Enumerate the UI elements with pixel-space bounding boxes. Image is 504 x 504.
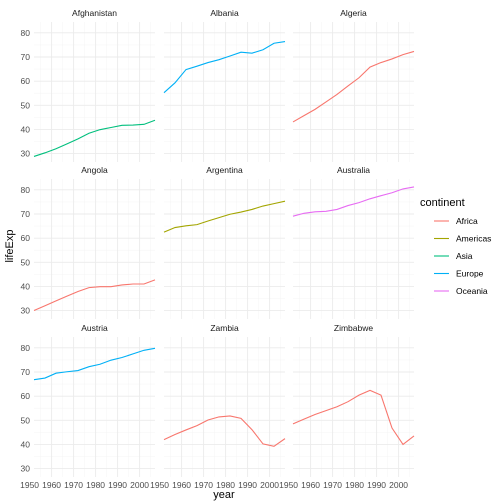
legend-entries: Africa Americas Asia Europe Oceania [434, 216, 491, 296]
panel-zambia: Zambia [163, 323, 286, 477]
series-line-angola [33, 279, 156, 312]
legend-entry-africa: Africa [434, 216, 478, 226]
panel-zimbabwe: Zimbabwe [292, 323, 415, 477]
facet-strip-label: Austria [81, 323, 108, 333]
panel-albania: Albania [163, 8, 286, 162]
legend-label: Oceania [456, 286, 488, 296]
panel-afghanistan: Afghanistan [33, 8, 156, 162]
facet-strip-label: Zimbabwe [334, 323, 373, 333]
x-tick-label: 1980 [345, 480, 364, 490]
y-tick-label: 60 [21, 391, 31, 401]
y-tick-label: 70 [21, 367, 31, 377]
x-tick-label: 1960 [301, 480, 320, 490]
series-line-zambia [163, 415, 286, 447]
x-tick-label: 1970 [323, 480, 342, 490]
x-tick-label: 1950 [279, 480, 298, 490]
legend-entry-asia: Asia [434, 251, 473, 261]
x-tick-label: 1960 [172, 480, 191, 490]
y-tick-label: 40 [21, 124, 31, 134]
legend-label: Africa [456, 216, 478, 226]
panel-austria: Austria [33, 323, 156, 477]
legend-label: Americas [456, 234, 491, 244]
legend-label: Europe [456, 269, 484, 279]
x-tick-label: 1990 [238, 480, 257, 490]
y-tick-label: 70 [21, 52, 31, 62]
facet-strip-label: Albania [210, 8, 239, 18]
series-line-argentina [163, 200, 286, 233]
y-tick-label: 80 [21, 28, 31, 38]
x-axis-title: year [213, 489, 235, 501]
panel-angola: Angola [33, 165, 156, 319]
facet-strip-label: Australia [337, 165, 370, 175]
facet-strip-label: Afghanistan [72, 8, 117, 18]
x-tick-label: 1980 [86, 480, 105, 490]
x-tick-label: 1950 [20, 480, 39, 490]
facet-strip-label: Algeria [340, 8, 367, 18]
legend-title: continent [420, 197, 465, 209]
x-tick-label: 2000 [389, 480, 408, 490]
legend: continent Africa Americas Asia Europe Oceani… [420, 197, 491, 296]
y-tick-label: 50 [21, 100, 31, 110]
y-tick-label: 60 [21, 233, 31, 243]
x-tick-label: 2000 [260, 480, 279, 490]
series-line-albania [163, 41, 286, 94]
y-tick-label: 50 [21, 415, 31, 425]
series-line-australia [292, 186, 415, 217]
series-line-zimbabwe [292, 389, 415, 446]
x-tick-label: 1950 [150, 480, 169, 490]
legend-entry-americas: Americas [434, 234, 491, 244]
x-tick-label: 1980 [216, 480, 235, 490]
y-tick-label: 40 [21, 439, 31, 449]
x-tick-label: 2000 [130, 480, 149, 490]
facet-strip-label: Zambia [210, 323, 239, 333]
facet-strip-label: Angola [81, 165, 108, 175]
y-tick-label: 80 [21, 343, 31, 353]
x-tick-label: 1960 [42, 480, 61, 490]
y-tick-label: 40 [21, 281, 31, 291]
panel-algeria: Algeria [292, 8, 415, 162]
legend-entry-europe: Europe [434, 269, 484, 279]
y-tick-label: 80 [21, 185, 31, 195]
y-tick-label: 30 [21, 306, 31, 316]
series-line-afghanistan [33, 119, 156, 157]
x-tick-label: 1970 [64, 480, 83, 490]
panel-australia: Australia [292, 165, 415, 319]
y-tick-label: 50 [21, 257, 31, 267]
legend-label: Asia [456, 251, 473, 261]
y-tick-label: 60 [21, 76, 31, 86]
series-line-algeria [292, 50, 415, 123]
y-tick-label: 30 [21, 149, 31, 159]
series-line-austria [33, 347, 156, 381]
y-axis-ticks: 30 40 50 60 70 80 30 40 50 60 70 80 30 40 50 60 70 80 [21, 28, 31, 474]
y-tick-label: 70 [21, 209, 31, 219]
facet-strip-label: Argentina [206, 165, 243, 175]
y-tick-label: 30 [21, 464, 31, 474]
x-tick-label: 1990 [108, 480, 127, 490]
facet-panels: Afghanistan Albania Algeria Angola Argentina… [33, 8, 415, 477]
legend-entry-oceania: Oceania [434, 286, 488, 296]
panel-argentina: Argentina [163, 165, 286, 319]
x-axis-ticks: 1950 1960 1970 1980 1990 2000 1950 1960 1970 1980… [20, 480, 408, 490]
x-tick-label: 1970 [194, 480, 213, 490]
y-axis-title: lifeExp [4, 229, 16, 262]
x-tick-label: 1990 [367, 480, 386, 490]
